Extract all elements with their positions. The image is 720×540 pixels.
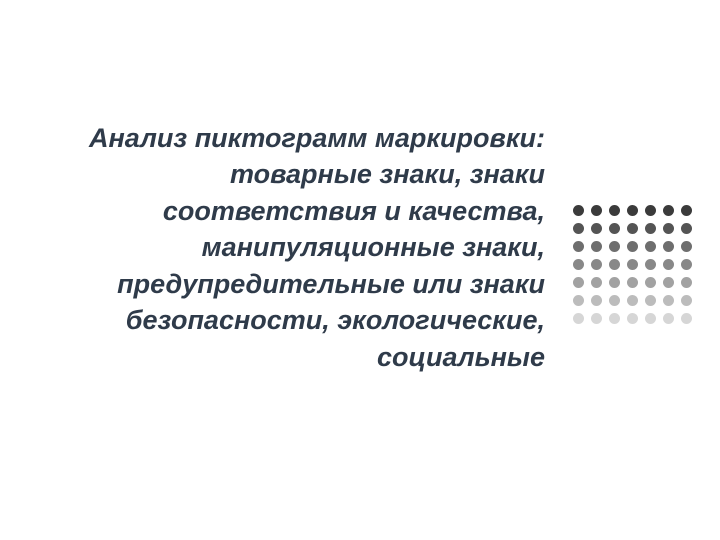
decor-dot	[627, 241, 638, 252]
decor-dot	[591, 313, 602, 324]
decor-dot	[627, 313, 638, 324]
decor-dot	[663, 205, 674, 216]
decor-dot	[681, 277, 692, 288]
decor-dot	[609, 313, 620, 324]
decor-dot	[663, 295, 674, 306]
decor-dot	[645, 277, 656, 288]
decor-dot	[663, 259, 674, 270]
decor-dot	[627, 277, 638, 288]
decor-dot	[627, 205, 638, 216]
slide: Анализ пиктограмм маркировки: товарные з…	[0, 0, 720, 540]
decor-dot	[645, 241, 656, 252]
decor-dot	[573, 313, 584, 324]
decor-dot	[645, 205, 656, 216]
decor-dot	[627, 223, 638, 234]
decor-dot	[645, 313, 656, 324]
decor-dot	[573, 259, 584, 270]
decor-dot	[609, 241, 620, 252]
decor-dot	[609, 277, 620, 288]
decor-dot	[591, 241, 602, 252]
decor-dot	[591, 259, 602, 270]
decor-dot	[609, 259, 620, 270]
decor-dot	[645, 223, 656, 234]
decor-dot	[609, 205, 620, 216]
decor-dot	[663, 313, 674, 324]
decor-dot	[645, 259, 656, 270]
decor-dot	[591, 277, 602, 288]
decor-dot	[663, 223, 674, 234]
decor-dot	[681, 223, 692, 234]
decor-dot	[573, 205, 584, 216]
decor-dot	[681, 241, 692, 252]
decor-dot	[681, 313, 692, 324]
decor-dot	[681, 205, 692, 216]
decor-dot	[591, 295, 602, 306]
decor-dot	[681, 259, 692, 270]
decorative-dot-grid	[573, 205, 692, 324]
decor-dot	[645, 295, 656, 306]
decor-dot	[609, 223, 620, 234]
decor-dot	[681, 295, 692, 306]
slide-title: Анализ пиктограмм маркировки: товарные з…	[20, 120, 545, 375]
decor-dot	[573, 295, 584, 306]
decor-dot	[573, 277, 584, 288]
decor-dot	[591, 205, 602, 216]
decor-dot	[627, 295, 638, 306]
decor-dot	[663, 277, 674, 288]
decor-dot	[573, 223, 584, 234]
decor-dot	[609, 295, 620, 306]
decor-dot	[663, 241, 674, 252]
decor-dot	[573, 241, 584, 252]
decor-dot	[591, 223, 602, 234]
decor-dot	[627, 259, 638, 270]
